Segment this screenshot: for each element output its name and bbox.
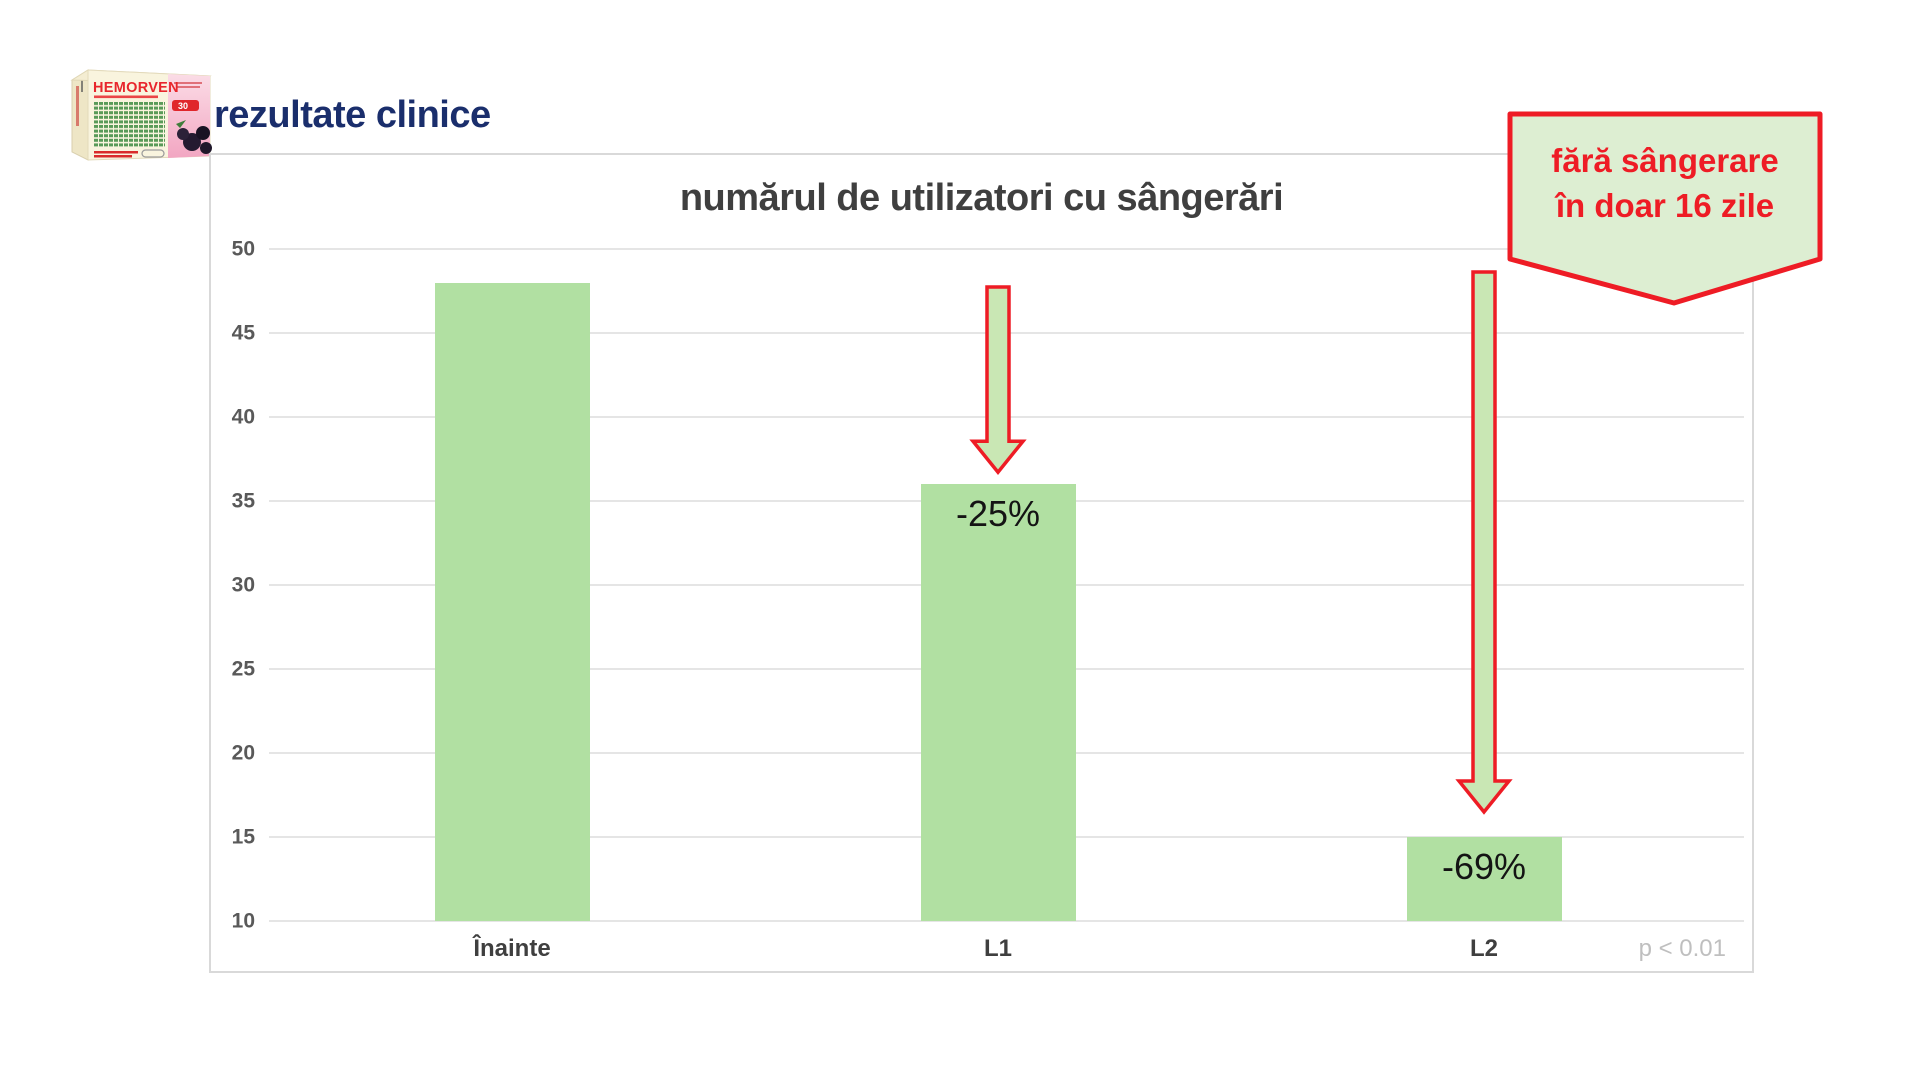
chart-title: numărul de utilizatori cu sângerări: [679, 177, 1284, 219]
berry-illustration: [177, 128, 189, 140]
callout-text: fără sângerare în doar 16 zile: [1506, 138, 1824, 228]
badge-30-label: 30: [178, 101, 188, 111]
bar-inainte: [434, 282, 590, 921]
berry-illustration: [200, 142, 212, 154]
x-axis-label-inainte: Înainte: [473, 935, 551, 962]
box-side-face: [71, 69, 89, 161]
bar-l2: -69%: [1406, 837, 1562, 921]
x-axis-label-l1: L1: [983, 935, 1012, 962]
leaflet-text-block: [94, 101, 165, 148]
berry-illustration: [196, 126, 210, 140]
y-axis-tick-label: 35: [231, 489, 255, 513]
bar-value-label: -69%: [1441, 846, 1527, 887]
decrease-arrow-icon: [969, 285, 1027, 475]
page-title: rezultate clinice: [214, 94, 491, 136]
gridline: [269, 248, 1744, 250]
y-axis-tick-label: 50: [231, 237, 255, 261]
bar-value-label: -25%: [955, 493, 1041, 535]
y-axis-tick-label: 15: [231, 825, 255, 849]
gridline: [269, 920, 1744, 922]
callout-text-line2: în doar 16 zile: [1555, 187, 1775, 224]
y-axis-tick-label: 25: [231, 657, 255, 681]
y-axis-tick-label: 30: [231, 573, 255, 597]
callout-shape: [1507, 111, 1823, 306]
p-value-note: p < 0.01: [1638, 935, 1726, 962]
callout-banner: fără sângerare în doar 16 zile: [1506, 110, 1824, 308]
badge-30-pill: [172, 100, 199, 111]
generica-logo: [141, 149, 165, 158]
x-axis-label-l2: L2: [1469, 935, 1498, 962]
bar-l1: -25%: [920, 484, 1076, 921]
y-axis-tick-label: 45: [231, 321, 255, 345]
leaf-illustration: [176, 120, 186, 128]
y-axis-tick-label: 40: [231, 405, 255, 429]
callout-text-line1: fără sângerare: [1551, 142, 1779, 179]
clinical-results-chart: numărul de utilizatori cu sângerări p < …: [209, 153, 1754, 973]
y-axis-tick-label: 10: [231, 909, 255, 933]
product-brand-label: HEMORVEN: [93, 80, 179, 96]
y-axis-tick-label: 20: [231, 741, 255, 765]
product-box-image: 30 HEMORVEN: [70, 69, 212, 161]
decrease-arrow-icon: [1455, 270, 1513, 815]
